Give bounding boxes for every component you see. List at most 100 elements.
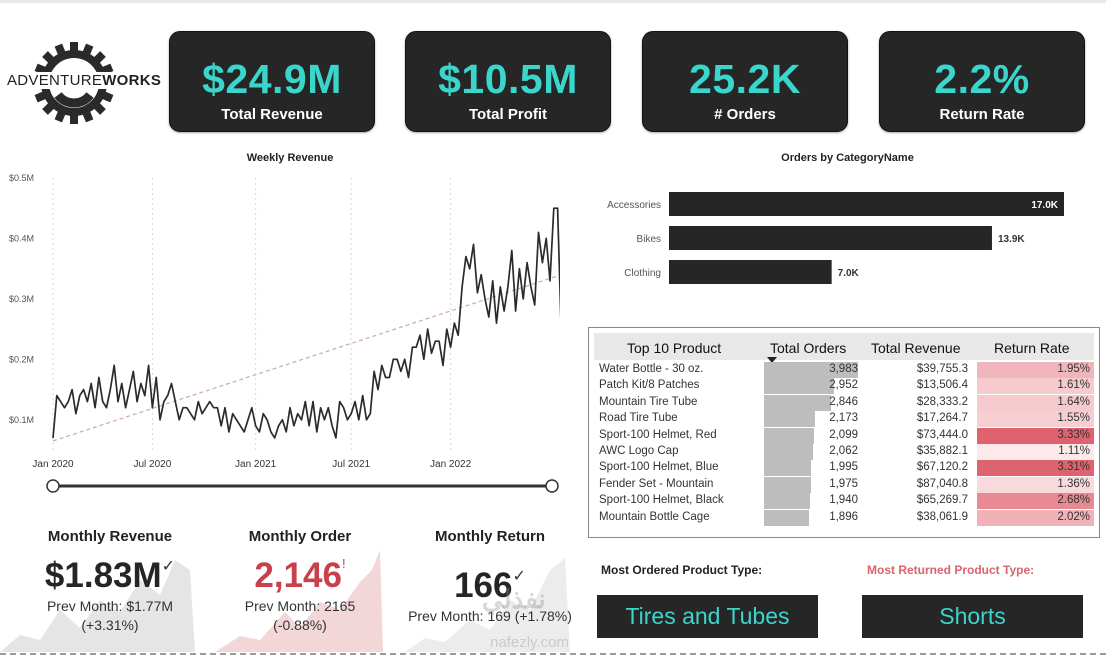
orders-cell: 1,940 xyxy=(829,494,858,507)
weekly-revenue-line xyxy=(52,207,560,439)
table-row[interactable]: Mountain Tire Tube 2,846 $28,333.2 1.64% xyxy=(594,394,1094,411)
orders-cell: 1,975 xyxy=(829,477,858,490)
table-row[interactable]: Sport-100 Helmet, Black 1,940 $65,269.7 2.6… xyxy=(594,493,1094,510)
orders-databar xyxy=(764,362,858,378)
orders-databar xyxy=(764,460,812,477)
kpi-total-profit[interactable]: $10.5M Total Profit xyxy=(405,31,611,132)
return-rate-cell: 3.33% xyxy=(1057,428,1090,441)
y-tick-label: $0.5M xyxy=(9,173,34,183)
return-rate-cell: 1.95% xyxy=(1057,363,1090,375)
sort-descending-icon[interactable] xyxy=(767,357,777,363)
range-slider-end-handle[interactable] xyxy=(545,479,559,493)
table-row[interactable]: Water Bottle - 30 oz. 3,983 $39,755.3 1.95% xyxy=(594,362,1094,378)
table-row[interactable]: Sport-100 Helmet, Red 2,099 $73,444.0 3.33% xyxy=(594,427,1094,444)
table-row[interactable]: Road Tire Tube 2,173 $17,264.7 1.55% xyxy=(594,411,1094,428)
monthly-return-title: Monthly Return xyxy=(435,528,545,545)
weekly-revenue-chart[interactable]: $0.1M $0.2M $0.3M $0.4M $0.5M Jan 2020 Jul 202… xyxy=(0,160,560,510)
revenue-cell: $87,040.8 xyxy=(916,477,968,490)
monthly-return-card[interactable]: Monthly Return 166✓ Prev Month: 169 (+1.… xyxy=(400,528,580,642)
monthly-return-prev: Prev Month: 169 (+1.78%) xyxy=(408,608,572,624)
monthly-revenue-prev: Prev Month: $1.77M xyxy=(46,598,174,614)
orders-databar xyxy=(764,411,816,428)
product-name-cell: Patch Kit/8 Patches xyxy=(599,379,700,392)
return-rate-cell: 1.61% xyxy=(1057,379,1090,392)
return-rate-cell: 1.64% xyxy=(1057,395,1090,408)
return-sparkline xyxy=(405,558,570,652)
product-name-cell: Road Tire Tube xyxy=(599,412,678,425)
x-tick-label: Jul 2021 xyxy=(332,459,370,470)
col-header-product[interactable]: Top 10 Product xyxy=(627,340,722,356)
orders-cell: 2,062 xyxy=(829,445,858,457)
return-rate-cell: 1.11% xyxy=(1058,445,1090,457)
product-name-cell: Water Bottle - 30 oz. xyxy=(599,363,704,375)
product-name-cell: Sport-100 Helmet, Red xyxy=(599,428,717,441)
kpi-label: # Orders xyxy=(714,106,776,123)
checkmark-icon: ✓ xyxy=(512,568,526,585)
most-returned-label: Most Returned Product Type: xyxy=(867,563,1035,577)
table-row[interactable]: Sport-100 Helmet, Blue 1,995 $67,120.2 3.31… xyxy=(594,460,1094,477)
orders-cell: 2,952 xyxy=(829,379,858,392)
kpi-label: Total Profit xyxy=(468,106,548,123)
col-header-return-rate[interactable]: Return Rate xyxy=(994,340,1070,356)
monthly-order-card[interactable]: Monthly Order 2,146! Prev Month: 2165 (-… xyxy=(210,528,390,642)
gear-tooth xyxy=(70,42,78,52)
table-row[interactable]: Mountain Bottle Cage 1,896 $38,061.9 2.02% xyxy=(594,509,1094,526)
x-tick-label: Jan 2021 xyxy=(235,459,277,470)
return-rate-heat-cell: 1.11% xyxy=(977,444,1094,460)
table-row[interactable]: Patch Kit/8 Patches 2,952 $13,506.4 1.61% xyxy=(594,378,1094,395)
kpi-label: Total Revenue xyxy=(221,106,323,123)
product-name-cell: Sport-100 Helmet, Black xyxy=(599,494,724,507)
revenue-sparkline xyxy=(0,560,195,652)
order-sparkline xyxy=(215,550,383,652)
category-label: Bikes xyxy=(637,234,661,245)
monthly-return-value: 166✓ xyxy=(400,566,580,606)
orders-cell: 2,099 xyxy=(829,428,858,441)
x-tick-label: Jan 2022 xyxy=(430,459,472,470)
most-ordered-value-card[interactable]: Tires and Tubes xyxy=(597,595,818,638)
most-ordered-label: Most Ordered Product Type: xyxy=(601,563,763,577)
watermark-site: nafezly.com xyxy=(490,634,569,651)
orders-by-category-chart[interactable]: Accessories 17.0K Bikes 13.9K Clothing 7.0K xyxy=(590,180,1090,290)
revenue-cell: $65,269.7 xyxy=(916,494,968,507)
kpi-value: 25.2K xyxy=(689,56,801,102)
most-returned-value-card[interactable]: Shorts xyxy=(862,595,1083,638)
revenue-cell: $39,755.3 xyxy=(916,363,968,375)
logo-wordmark: ADVENTUREWORKS xyxy=(5,72,164,89)
kpi-return-rate[interactable]: 2.2% Return Rate xyxy=(879,31,1085,132)
return-rate-heat-cell: 3.33% xyxy=(977,427,1094,444)
category-label: Clothing xyxy=(624,268,661,279)
monthly-order-change: (-0.88%) xyxy=(273,617,327,633)
category-bar[interactable] xyxy=(669,192,1064,216)
kpi-total-revenue[interactable]: $24.9M Total Revenue xyxy=(169,31,375,132)
category-value-label: 7.0K xyxy=(838,268,860,279)
monthly-revenue-card[interactable]: Monthly Revenue $1.83M✓ Prev Month: $1.7… xyxy=(20,528,200,642)
return-rate-cell: 2.02% xyxy=(1057,510,1090,523)
monthly-revenue-value: $1.83M✓ xyxy=(20,556,200,596)
sparkline-backgrounds xyxy=(0,550,570,652)
top-products-table[interactable]: Top 10 Product Total Orders Total Revenu… xyxy=(588,327,1100,538)
y-tick-label: $0.2M xyxy=(9,354,34,364)
orders-cell: 1,896 xyxy=(829,510,858,523)
product-name-cell: Sport-100 Helmet, Blue xyxy=(599,461,719,474)
col-header-revenue[interactable]: Total Revenue xyxy=(871,340,961,356)
weekly-revenue-title: Weekly Revenue xyxy=(246,152,334,164)
col-header-orders[interactable]: Total Orders xyxy=(770,340,847,356)
monthly-order-title: Monthly Order xyxy=(248,528,352,545)
table-row[interactable]: AWC Logo Cap 2,062 $35,882.1 1.11% xyxy=(594,444,1094,460)
adventureworks-logo: ADVENTUREWORKS xyxy=(2,40,164,126)
range-slider-start-handle[interactable] xyxy=(46,479,60,493)
monthly-revenue-change: (+3.31%) xyxy=(81,617,139,633)
revenue-cell: $67,120.2 xyxy=(916,461,968,474)
category-bar[interactable] xyxy=(669,260,832,284)
kpi-orders[interactable]: 25.2K # Orders xyxy=(642,31,848,132)
return-rate-heat-cell: 2.68% xyxy=(977,493,1094,510)
orders-cell: 1,995 xyxy=(829,461,858,474)
orders-databar xyxy=(764,378,834,395)
table-row[interactable]: Fender Set - Mountain 1,975 $87,040.8 1.36% xyxy=(594,476,1094,493)
category-label: Accessories xyxy=(607,200,661,211)
return-rate-heat-cell: 1.61% xyxy=(977,378,1094,395)
kpi-value: $24.9M xyxy=(202,56,342,102)
category-bar[interactable] xyxy=(669,226,992,250)
top-border xyxy=(0,0,1106,3)
monthly-order-value: 2,146! xyxy=(210,556,390,596)
